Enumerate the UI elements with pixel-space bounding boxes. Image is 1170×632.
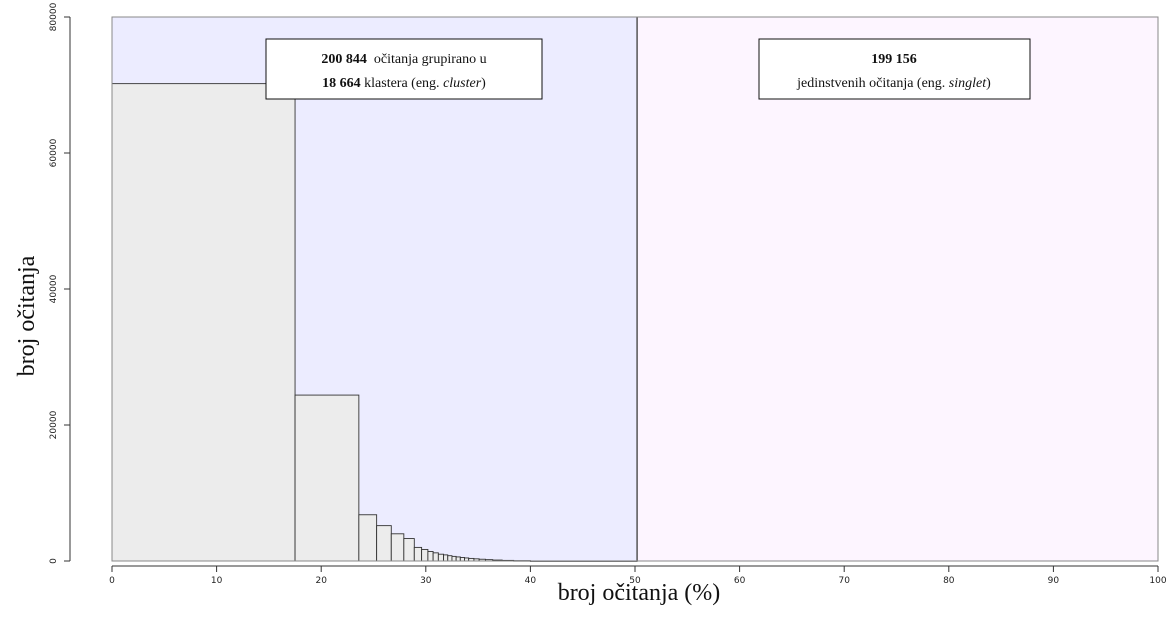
plot-frame <box>111 16 1159 562</box>
x-tick-label: 40 <box>525 576 537 586</box>
y-tick-label: 60000 <box>49 138 59 167</box>
histogram-bar <box>358 514 378 562</box>
x-tick-label: 50 <box>629 576 641 586</box>
x-tick-label: 30 <box>420 576 432 586</box>
annotation-clusters: 200 844 očitanja grupirano u 18 664 klas… <box>265 38 543 100</box>
histogram-bar <box>455 556 461 562</box>
histogram-bar <box>432 552 439 562</box>
histogram-bar <box>111 83 296 562</box>
y-tick-label: 0 <box>49 558 59 564</box>
annotation-singlets-line2: jedinstvenih očitanja (eng. singlet) <box>796 76 991 91</box>
annotation-clusters-line1: 200 844 očitanja grupirano u <box>321 52 486 67</box>
annotation-clusters-close: ) <box>481 76 486 91</box>
x-tick-label: 0 <box>109 576 115 586</box>
histogram-bar <box>421 548 429 562</box>
annotation-clusters-count-clusters: 18 664 <box>322 76 361 91</box>
x-tick-label: 60 <box>734 576 746 586</box>
histogram-bar <box>294 394 360 562</box>
x-axis: 0 10 20 30 40 50 60 70 80 90 100 <box>109 565 1167 586</box>
annotation-singlets-eng-term: singlet <box>949 76 987 91</box>
histogram-bar <box>447 555 453 562</box>
histogram-bar <box>451 555 457 562</box>
x-tick-label: 100 <box>1149 576 1166 586</box>
region-1 <box>637 17 1158 561</box>
annotation-clusters-text1: očitanja grupirano u <box>367 52 487 67</box>
histogram-bar <box>390 533 405 562</box>
histogram-bar <box>443 554 449 562</box>
histogram-bars <box>111 83 638 562</box>
x-tick-label: 80 <box>943 576 955 586</box>
y-axis: 0 20000 40000 60000 80000 <box>49 2 71 564</box>
y-tick-label: 80000 <box>49 2 59 31</box>
y-axis-title: broj očitanja <box>14 255 40 376</box>
histogram-bar <box>427 551 434 562</box>
y-tick-label: 20000 <box>49 410 59 439</box>
x-tick-label: 70 <box>838 576 850 586</box>
histogram-bar <box>403 538 415 562</box>
annotation-singlets-close: ) <box>986 76 991 91</box>
x-axis-title: broj očitanja (%) <box>558 580 721 606</box>
x-tick-label: 10 <box>211 576 223 586</box>
annotation-clusters-count-reads: 200 844 <box>321 52 367 67</box>
x-tick-label: 90 <box>1048 576 1060 586</box>
histogram-bar <box>437 553 445 562</box>
annotation-clusters-text2: klastera (eng. <box>361 76 443 91</box>
histogram-bar <box>376 525 392 562</box>
histogram-bar <box>459 557 465 562</box>
x-tick-label: 20 <box>315 576 327 586</box>
histogram-bar <box>413 546 423 562</box>
y-tick-label: 40000 <box>49 274 59 303</box>
annotation-singlets: 199 156 jedinstvenih očitanja (eng. sing… <box>758 38 1031 100</box>
annotation-clusters-line2: 18 664 klastera (eng. cluster) <box>322 76 486 91</box>
annotation-singlets-text: jedinstvenih očitanja (eng. <box>796 76 949 91</box>
annotation-clusters-eng-term: cluster <box>443 76 482 91</box>
annotation-singlets-count: 199 156 <box>871 52 917 67</box>
